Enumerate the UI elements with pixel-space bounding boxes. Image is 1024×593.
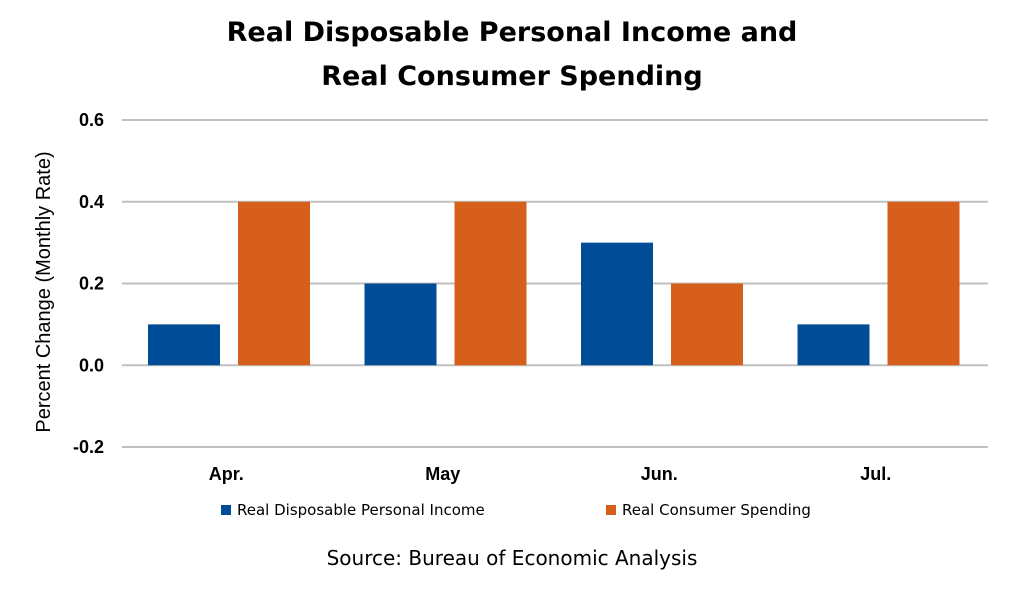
- bar-income-0: [148, 324, 220, 366]
- legend-swatch-spending: [606, 505, 616, 515]
- x-tick-label: May: [425, 464, 460, 484]
- x-tick-label: Jun.: [641, 464, 678, 484]
- bar-income-1: [364, 283, 437, 366]
- chart-title-line-2: Real Consumer Spending: [321, 61, 703, 92]
- legend-item-spending: Real Consumer Spending: [606, 500, 811, 520]
- y-tick-label: -0.2: [73, 437, 104, 457]
- bar-income-3: [797, 324, 870, 366]
- bar-spending-1: [454, 201, 527, 366]
- y-tick-labels: 0.6 0.4 0.2 0.0 -0.2: [73, 110, 104, 457]
- bars: [148, 201, 960, 366]
- bar-spending-3: [887, 201, 960, 366]
- x-tick-label: Jul.: [860, 464, 891, 484]
- y-tick-label: 0.0: [79, 355, 104, 375]
- y-tick-label: 0.2: [79, 274, 104, 294]
- y-axis-title: Percent Change (Monthly Rate): [33, 151, 55, 432]
- chart-title-line-1: Real Disposable Personal Income and: [226, 17, 798, 48]
- legend-item-income: Real Disposable Personal Income: [221, 500, 485, 520]
- legend: Real Disposable Personal Income Real Con…: [0, 500, 1024, 522]
- bar-spending-2: [671, 283, 743, 366]
- y-tick-label: 0.4: [79, 192, 104, 212]
- legend-label-income: Real Disposable Personal Income: [237, 501, 485, 519]
- bar-income-2: [581, 242, 653, 366]
- x-tick-label: Apr.: [209, 464, 244, 484]
- legend-swatch-income: [221, 505, 231, 515]
- legend-label-spending: Real Consumer Spending: [622, 501, 811, 519]
- x-tick-labels: Apr. May Jun. Jul.: [209, 464, 892, 484]
- y-tick-label: 0.6: [79, 110, 104, 130]
- bar-spending-0: [238, 201, 310, 366]
- source-note: Source: Bureau of Economic Analysis: [326, 546, 698, 570]
